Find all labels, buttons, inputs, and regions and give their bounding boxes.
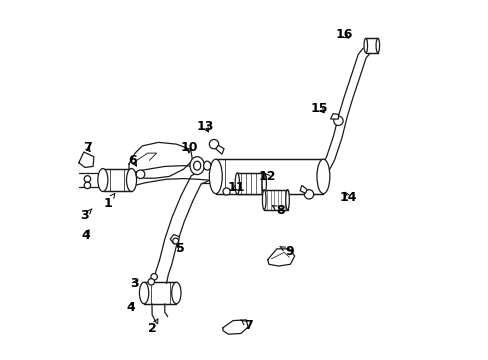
Ellipse shape <box>363 39 367 53</box>
Text: 4: 4 <box>126 301 135 314</box>
Polygon shape <box>300 185 306 193</box>
Ellipse shape <box>316 159 329 194</box>
Ellipse shape <box>235 173 239 194</box>
Ellipse shape <box>98 168 108 192</box>
Polygon shape <box>330 114 338 119</box>
FancyBboxPatch shape <box>144 282 176 304</box>
Text: 3: 3 <box>130 278 139 291</box>
FancyBboxPatch shape <box>102 168 131 192</box>
Ellipse shape <box>209 159 222 194</box>
Ellipse shape <box>126 168 136 192</box>
Ellipse shape <box>285 190 289 210</box>
Circle shape <box>333 116 343 126</box>
FancyBboxPatch shape <box>264 190 287 210</box>
Circle shape <box>304 190 313 199</box>
Text: 4: 4 <box>81 229 90 242</box>
Polygon shape <box>170 234 179 244</box>
Circle shape <box>223 188 230 195</box>
Polygon shape <box>215 145 224 154</box>
Text: 2: 2 <box>148 319 158 335</box>
Text: 10: 10 <box>180 141 197 154</box>
FancyBboxPatch shape <box>365 39 377 53</box>
Circle shape <box>84 176 90 182</box>
Circle shape <box>209 139 218 149</box>
FancyBboxPatch shape <box>215 159 323 194</box>
Circle shape <box>148 279 154 285</box>
Text: 5: 5 <box>175 242 184 255</box>
Text: 3: 3 <box>81 209 92 222</box>
Text: 11: 11 <box>227 181 245 194</box>
Circle shape <box>151 274 157 280</box>
Circle shape <box>84 182 90 189</box>
Circle shape <box>172 238 178 244</box>
Ellipse shape <box>375 39 379 53</box>
Ellipse shape <box>171 282 181 304</box>
Ellipse shape <box>203 161 210 170</box>
Text: 8: 8 <box>272 204 284 217</box>
Ellipse shape <box>262 190 265 210</box>
Text: 7: 7 <box>241 319 252 332</box>
Ellipse shape <box>193 161 201 170</box>
FancyBboxPatch shape <box>237 173 264 194</box>
Text: 14: 14 <box>339 192 357 204</box>
Ellipse shape <box>262 173 266 194</box>
Text: 1: 1 <box>103 193 115 210</box>
Text: 16: 16 <box>334 28 352 41</box>
Text: 7: 7 <box>83 141 92 154</box>
Ellipse shape <box>139 282 148 304</box>
Circle shape <box>136 170 144 179</box>
Text: 9: 9 <box>279 245 293 258</box>
Text: 13: 13 <box>196 120 213 133</box>
Text: 6: 6 <box>128 154 137 167</box>
Text: 12: 12 <box>259 170 276 183</box>
Text: 15: 15 <box>310 102 328 115</box>
Ellipse shape <box>190 157 204 175</box>
